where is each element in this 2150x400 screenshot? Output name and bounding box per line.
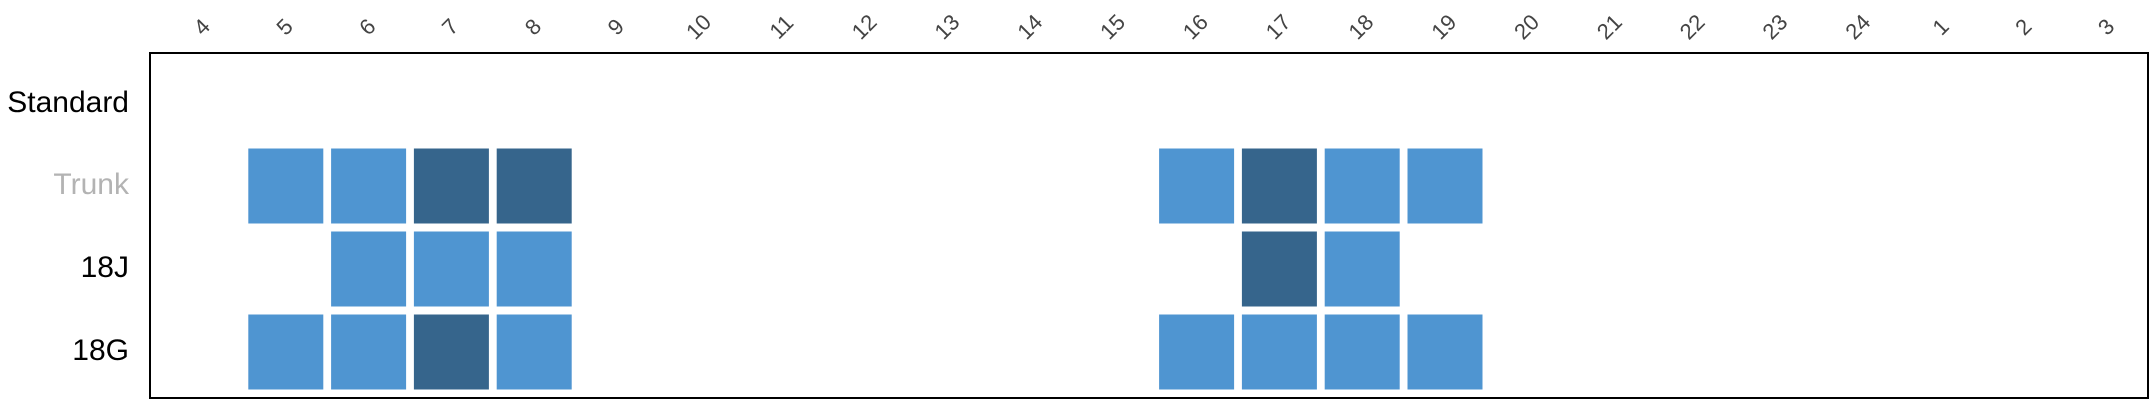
heatmap-cell — [1324, 231, 1400, 307]
heatmap-cell — [1159, 148, 1235, 224]
x-tick-label: 7 — [437, 14, 463, 40]
heatmap-cell — [248, 148, 324, 224]
heatmap-cell — [1407, 148, 1483, 224]
x-tick-label: 1 — [1927, 14, 1953, 40]
heatmap-cell — [413, 231, 489, 307]
x-tick-label: 4 — [189, 14, 215, 40]
plot-frame — [149, 52, 2149, 399]
x-tick-label: 15 — [1095, 9, 1130, 44]
x-tick-label: 20 — [1509, 9, 1544, 44]
x-tick-label: 19 — [1426, 9, 1461, 44]
heatmap-cell — [331, 231, 407, 307]
heatmap-cell — [1241, 148, 1317, 224]
heatmap-cell — [1241, 231, 1317, 307]
x-tick-label: 17 — [1261, 9, 1296, 44]
heatmap-cell — [1324, 314, 1400, 390]
x-tick-label: 6 — [354, 14, 380, 40]
x-tick-label: 21 — [1592, 9, 1627, 44]
x-tick-label: 12 — [847, 9, 882, 44]
heatmap-cell — [1241, 314, 1317, 390]
x-tick-label: 18 — [1344, 9, 1379, 44]
heatmap-cell — [496, 314, 572, 390]
heatmap-cells — [248, 148, 1483, 390]
heatmap-cell — [496, 231, 572, 307]
x-tick-label: 2 — [2010, 14, 2036, 40]
x-tick-label: 8 — [520, 14, 546, 40]
row-label: Standard — [7, 86, 129, 119]
row-label: 18G — [72, 334, 129, 367]
x-tick-label: 24 — [1840, 9, 1875, 44]
x-tick-label: 5 — [271, 14, 297, 40]
row-label: Trunk — [53, 168, 130, 201]
row-label: 18J — [81, 251, 129, 284]
row-labels: Standard Trunk 18J 18G — [7, 86, 130, 367]
heatmap-cell — [413, 148, 489, 224]
x-tick-label: 22 — [1675, 9, 1710, 44]
x-axis-ticks: 4 5 6 7 8 9 10 11 12 13 14 15 16 17 18 19 20 21 22 23 24 1 2 3 — [189, 9, 2120, 44]
x-tick-label: 14 — [1012, 9, 1047, 44]
heatmap-cell — [1407, 314, 1483, 390]
x-tick-label: 16 — [1178, 9, 1213, 44]
x-tick-label: 13 — [930, 9, 965, 44]
heatmap-cell — [331, 148, 407, 224]
x-tick-label: 3 — [2093, 14, 2119, 40]
x-tick-label: 23 — [1758, 9, 1793, 44]
heatmap-cell — [248, 314, 324, 390]
heatmap-cell — [413, 314, 489, 390]
x-tick-label: 9 — [603, 14, 629, 40]
heatmap-cell — [331, 314, 407, 390]
x-tick-label: 10 — [681, 9, 716, 44]
heatmap-cell — [1324, 148, 1400, 224]
heatmap-cell — [1159, 314, 1235, 390]
heatmap-cell — [496, 148, 572, 224]
x-tick-label: 11 — [764, 10, 798, 44]
